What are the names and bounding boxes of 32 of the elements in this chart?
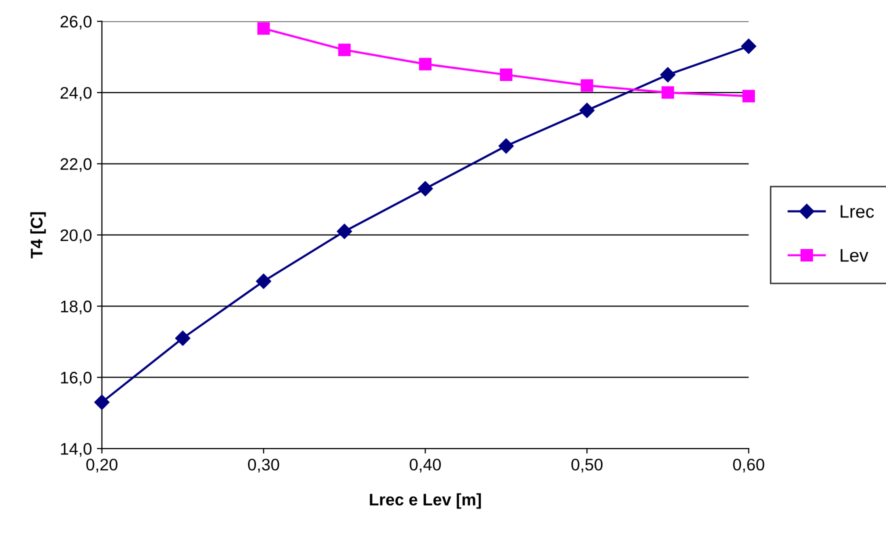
y-tick-label: 24,0 (60, 86, 92, 101)
point (336, 224, 352, 239)
y-tick-label: 22,0 (60, 158, 92, 172)
point (500, 68, 512, 82)
y-tick-label: 14,0 (61, 442, 92, 457)
legend-label: Lev (840, 249, 868, 262)
point (418, 181, 433, 196)
point (338, 44, 351, 56)
point (419, 58, 432, 70)
point (660, 67, 676, 82)
y-axis-title: T4 [C] (30, 212, 46, 258)
y-tick-label: 16,0 (61, 372, 92, 386)
x-tick-label: 0,20 (86, 458, 118, 472)
point (742, 90, 755, 102)
point (580, 79, 594, 92)
y-tick-label: 20,0 (60, 229, 92, 244)
x-tick-label: 0,30 (248, 458, 280, 472)
y-tick-label: 18,0 (61, 300, 92, 314)
point (94, 394, 110, 410)
point (498, 138, 514, 154)
x-tick-label: 0,60 (733, 458, 764, 472)
x-axis-title: Lrec e Lev [m] (370, 493, 481, 509)
point (257, 22, 270, 35)
point (175, 330, 190, 346)
point (741, 38, 756, 54)
point (256, 274, 272, 289)
x-tick-label: 0,40 (410, 458, 441, 472)
x-tick-label: 0,50 (571, 458, 603, 472)
point (662, 86, 674, 99)
point (579, 102, 595, 118)
legend-label: Lrec (840, 205, 874, 218)
y-tick-label: 26,0 (60, 16, 92, 30)
